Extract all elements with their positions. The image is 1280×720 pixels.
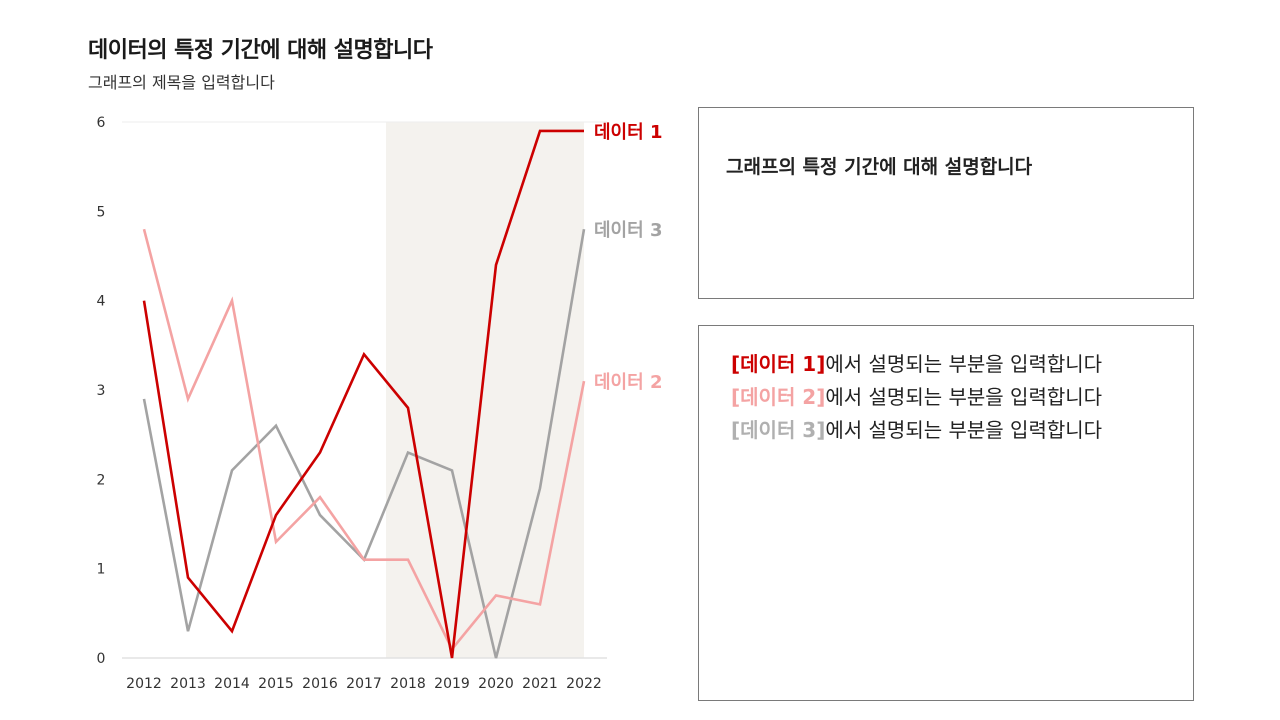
period-description-text: 그래프의 특정 기간에 대해 설명합니다	[726, 156, 1033, 178]
y-tick-label-5: 5	[97, 204, 106, 220]
y-tick-label-6: 6	[97, 115, 106, 131]
chart-subtitle: 그래프의 제목을 입력합니다	[88, 73, 275, 92]
series-tag-3: [데이터 3]	[731, 418, 826, 442]
series-tag-2: [데이터 2]	[731, 385, 826, 409]
series-text-1: 에서 설명되는 부분을 입력합니다	[825, 352, 1103, 376]
series-description-list: [데이터 1]에서 설명되는 부분을 입력합니다 [데이터 2]에서 설명되는 …	[731, 348, 1102, 447]
series-tag-1: [데이터 1]	[731, 352, 826, 376]
x-tick-label-2016: 2016	[302, 676, 338, 692]
x-tick-label-2013: 2013	[170, 676, 206, 692]
x-tick-label-2018: 2018	[390, 676, 426, 692]
series-description-box: [데이터 1]에서 설명되는 부분을 입력합니다 [데이터 2]에서 설명되는 …	[698, 325, 1194, 701]
x-tick-label-2014: 2014	[214, 676, 250, 692]
y-tick-label-3: 3	[97, 383, 106, 399]
series-text-2: 에서 설명되는 부분을 입력합니다	[825, 385, 1103, 409]
series-description-3: [데이터 3]에서 설명되는 부분을 입력합니다	[731, 414, 1102, 447]
x-tick-label-2022: 2022	[566, 676, 602, 692]
period-description-box: 그래프의 특정 기간에 대해 설명합니다	[698, 107, 1194, 299]
x-tick-label-2021: 2021	[522, 676, 558, 692]
series-text-3: 에서 설명되는 부분을 입력합니다	[825, 418, 1103, 442]
x-tick-label-2015: 2015	[258, 676, 294, 692]
series-description-1: [데이터 1]에서 설명되는 부분을 입력합니다	[731, 348, 1102, 381]
y-tick-label-4: 4	[97, 294, 106, 310]
line-chart: 0 1 2 3 4 5 6 2012 2013 2014 2015 2016 2017 2018 2019 2…	[97, 115, 663, 692]
series-line-2	[142, 228, 586, 652]
series-end-label-1: 데이터 1	[594, 122, 662, 143]
x-tick-label-2019: 2019	[434, 676, 470, 692]
series-end-label-2: 데이터 2	[594, 372, 662, 393]
y-tick-label-1: 1	[97, 562, 106, 578]
series-description-2: [데이터 2]에서 설명되는 부분을 입력합니다	[731, 381, 1102, 414]
x-tick-label-2017: 2017	[346, 676, 382, 692]
x-tick-label-2020: 2020	[478, 676, 514, 692]
page-title: 데이터의 특정 기간에 대해 설명합니다	[88, 38, 433, 63]
y-tick-label-0: 0	[97, 651, 106, 667]
series-end-label-3: 데이터 3	[594, 220, 662, 241]
y-tick-label-2: 2	[97, 472, 106, 488]
x-tick-label-2012: 2012	[126, 676, 162, 692]
highlight-period-band	[386, 122, 584, 658]
series-line-1	[142, 129, 584, 659]
